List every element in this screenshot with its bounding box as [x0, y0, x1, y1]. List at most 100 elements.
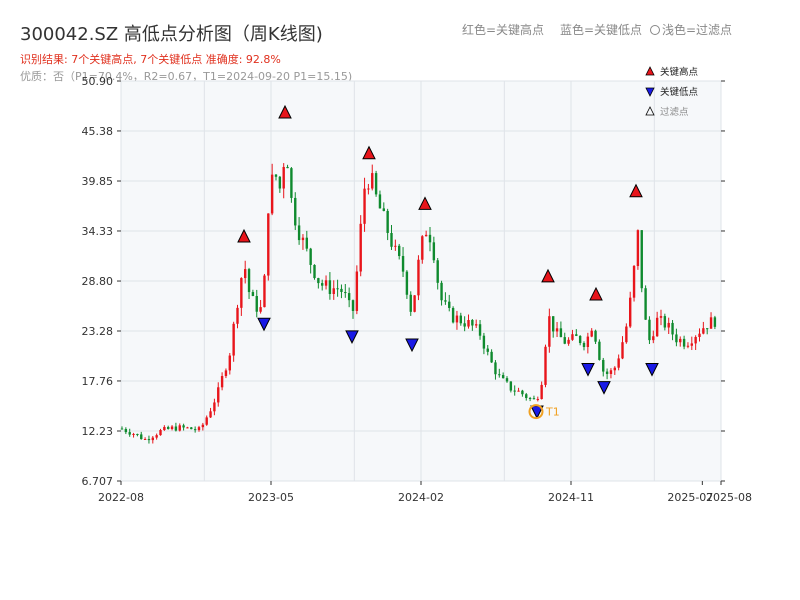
candle-body — [286, 166, 289, 169]
candle-body — [528, 397, 532, 399]
candle-body — [563, 337, 566, 344]
candle-body — [694, 336, 697, 344]
candle-body — [336, 288, 339, 290]
candle-body — [301, 237, 305, 241]
candle-body — [625, 326, 628, 343]
candle-body — [501, 375, 505, 379]
candle-body — [713, 317, 717, 327]
candle-body — [313, 264, 316, 279]
candle-body — [344, 292, 347, 294]
candle-body — [679, 338, 682, 343]
candle-body — [201, 424, 205, 428]
candle-body — [559, 328, 563, 338]
candle-body — [278, 176, 282, 189]
candle-body — [132, 433, 135, 435]
annotation-label: T1 — [545, 406, 560, 419]
candle-body — [486, 348, 489, 352]
candle-body — [136, 433, 139, 435]
key-high-marker — [629, 183, 643, 198]
candle-body — [363, 188, 366, 224]
candle-body — [124, 429, 128, 433]
candle-body — [167, 426, 170, 429]
candle-body — [548, 316, 551, 347]
key-high-marker — [237, 228, 251, 243]
grid-lines — [120, 80, 722, 482]
legend-filtered-marker — [645, 106, 655, 116]
candle-body — [220, 376, 224, 388]
candle-body — [686, 345, 690, 347]
y-axis: 6.707 12.23 17.76 23.28 28.80 34.33 39.85 45.38… — [82, 75, 725, 488]
header-legend-blue: 蓝色=关键低点 — [560, 21, 642, 38]
candle-body — [540, 384, 543, 400]
candle-body — [228, 355, 231, 371]
candle-body — [555, 328, 559, 332]
candle-body — [140, 434, 143, 440]
legend-high-marker — [645, 66, 655, 76]
candle-body — [282, 166, 285, 189]
candle-body — [405, 271, 409, 295]
candle-body — [440, 282, 443, 301]
candle-body — [401, 256, 405, 272]
candle-body — [193, 429, 197, 431]
candle-body — [505, 378, 509, 382]
candle-body — [213, 402, 216, 412]
candle-body — [509, 381, 513, 391]
candle-body — [178, 425, 181, 431]
candle-body — [663, 316, 667, 328]
candles — [120, 163, 717, 444]
candle-body — [702, 328, 705, 334]
candle-body — [444, 300, 447, 302]
header-legend-red: 红色=关键高点 — [462, 21, 544, 38]
y-tick-label: 6.707 — [82, 475, 114, 488]
candle-body — [582, 343, 586, 347]
candle-body — [498, 374, 501, 376]
legend-label: 关键高点 — [660, 66, 699, 78]
candle-body — [513, 390, 516, 392]
y-tick-label: 23.28 — [82, 325, 114, 338]
candle-body — [251, 292, 255, 296]
candle-body — [544, 346, 547, 385]
candle-body — [417, 259, 420, 296]
key-high-marker — [541, 268, 555, 283]
candle-body — [471, 320, 474, 326]
quality-summary: 优质：否（P1=70.4%，R2=0.67，T1=2024-09-20 P1=1… — [20, 70, 353, 83]
candle-body — [455, 315, 459, 323]
candle-body — [274, 174, 278, 177]
candle-body — [478, 324, 482, 336]
candle-body — [421, 236, 424, 260]
candle-body — [371, 173, 374, 189]
header-legend-red-label: 红色=关键高点 — [462, 23, 545, 37]
candle-body — [494, 362, 497, 375]
candle-body — [197, 427, 201, 431]
x-tick-label: 2022-08 — [98, 491, 144, 504]
candle-body — [305, 237, 308, 249]
candle-body — [640, 230, 643, 289]
candle-body — [255, 295, 258, 312]
x-tick-label: 2024-11 — [548, 491, 594, 504]
candle-body — [552, 316, 555, 332]
candle-body — [382, 208, 385, 211]
x-tick-label: 2025-08 — [706, 491, 752, 504]
candle-body — [613, 367, 616, 371]
header-legend-gray: 浅色=过滤点 — [650, 21, 732, 38]
candle-body — [482, 335, 486, 349]
candle-body — [490, 351, 493, 363]
candle-body — [155, 435, 158, 438]
candle-body — [174, 426, 178, 431]
candle-body — [428, 234, 432, 243]
candle-body — [459, 315, 462, 324]
candle-body — [463, 323, 466, 327]
candle-body — [159, 430, 162, 436]
candle-body — [205, 417, 208, 425]
candle-body — [351, 300, 355, 311]
candle-body — [317, 278, 320, 284]
candle-body — [598, 341, 601, 360]
candle-body — [525, 394, 528, 398]
candle-body — [617, 358, 620, 368]
candle-body — [290, 168, 293, 198]
candle-body — [536, 399, 539, 401]
candle-body — [244, 269, 247, 279]
key-low-marker — [581, 362, 595, 377]
candle-body — [163, 426, 166, 431]
candle-body — [324, 280, 328, 286]
